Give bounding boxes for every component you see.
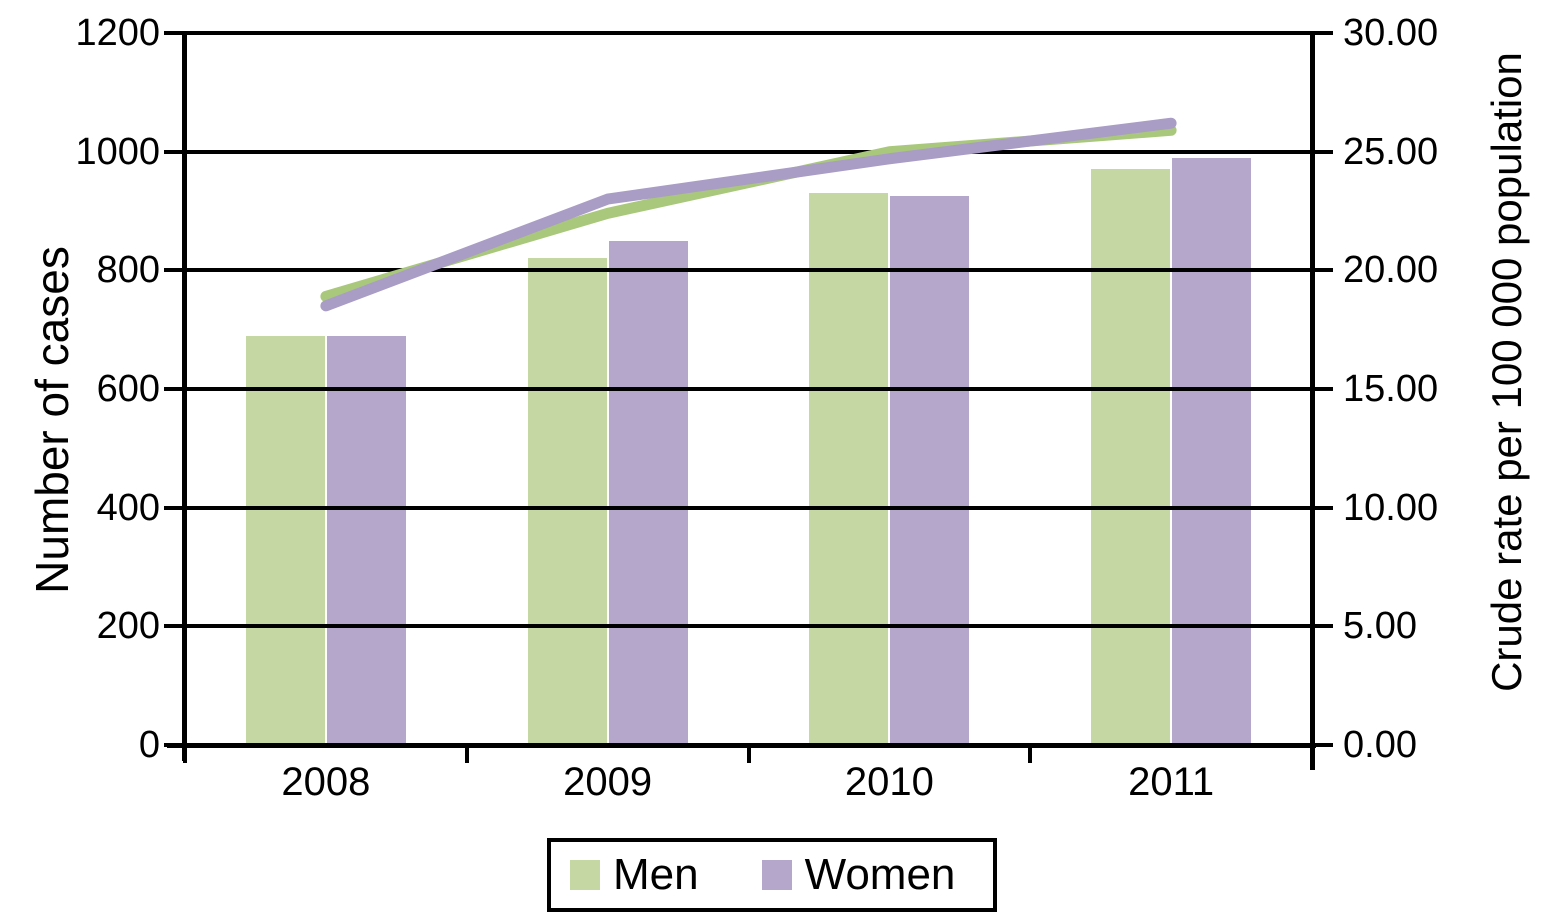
men-bar-2011 <box>1091 169 1171 745</box>
men-bar-2008 <box>245 335 325 745</box>
gridline-400 <box>185 505 1312 510</box>
x-category-label-2009: 2009 <box>563 760 653 804</box>
men-swatch <box>570 860 600 890</box>
right-tick-label: 10.00 <box>1343 486 1439 529</box>
men-legend-label: Men <box>613 850 699 899</box>
right-axis-tick <box>1312 387 1333 391</box>
left-tick-label: 1200 <box>75 12 160 54</box>
right-tick-label: 20.00 <box>1343 249 1439 292</box>
x-category-label-2010: 2010 <box>844 760 934 804</box>
right-axis-tick <box>1312 149 1333 154</box>
right-axis-title: Crude rate per 100 000 population <box>1483 52 1530 692</box>
men-bar-2009 <box>527 258 607 745</box>
right-tick-label: 25.00 <box>1343 130 1439 173</box>
left-axis-title: Number of cases <box>26 246 78 594</box>
x-axis-line <box>167 743 1316 748</box>
left-axis-tick <box>164 624 185 629</box>
left-axis-tick <box>164 268 185 273</box>
x-category-label-2011: 2011 <box>1128 760 1215 804</box>
right-axis-tick <box>1312 31 1333 35</box>
left-tick-label: 800 <box>96 249 160 292</box>
right-tick-label: 5.00 <box>1343 605 1417 648</box>
men-crude-rate-line <box>320 124 1177 302</box>
women-swatch <box>761 860 792 890</box>
right-tick-label: 15.00 <box>1343 368 1439 410</box>
x-axis-tick <box>746 745 751 763</box>
x-axis-tick <box>464 745 469 763</box>
left-tick-label: 600 <box>96 368 160 410</box>
gridline-800 <box>185 268 1312 273</box>
gridline-200 <box>185 624 1312 629</box>
x-category-label-2008: 2008 <box>281 760 371 804</box>
women-bar-2008 <box>326 335 406 745</box>
left-axis-line <box>182 33 187 761</box>
left-axis-tick <box>164 149 185 154</box>
right-axis-line <box>1310 31 1315 770</box>
women-legend-label: Women <box>804 850 956 899</box>
left-axis-tick <box>164 387 185 391</box>
women-crude-rate-line <box>320 117 1177 312</box>
women-bar-2010 <box>890 196 970 745</box>
women-bar-2011 <box>1172 157 1252 745</box>
rate-lines-svg <box>320 117 1177 312</box>
legend-item-men: Men <box>570 853 699 897</box>
bars-layer <box>185 33 1312 745</box>
left-tick-label: 1000 <box>75 130 160 173</box>
left-tick-label: 200 <box>96 605 160 648</box>
legend-item-women: Women <box>761 850 956 899</box>
left-axis-tick <box>164 31 185 35</box>
right-tick-label: 0.00 <box>1343 724 1417 766</box>
left-tick-label: 400 <box>96 486 160 529</box>
right-axis-tick <box>1312 505 1333 510</box>
men-bar-2010 <box>809 193 889 745</box>
left-axis-tick <box>164 505 185 510</box>
legend: Men Women <box>547 838 997 912</box>
gridline-1000 <box>185 149 1312 154</box>
left-tick-label: 0 <box>138 724 160 766</box>
right-axis-tick <box>1312 743 1333 747</box>
gridline-1200 <box>185 31 1312 35</box>
right-tick-label: 30.00 <box>1343 12 1439 54</box>
women-bar-2009 <box>608 240 688 745</box>
right-axis-tick <box>1312 624 1333 629</box>
right-axis-tick <box>1312 268 1333 273</box>
gridline-600 <box>185 387 1312 391</box>
x-axis-tick <box>1028 745 1033 763</box>
